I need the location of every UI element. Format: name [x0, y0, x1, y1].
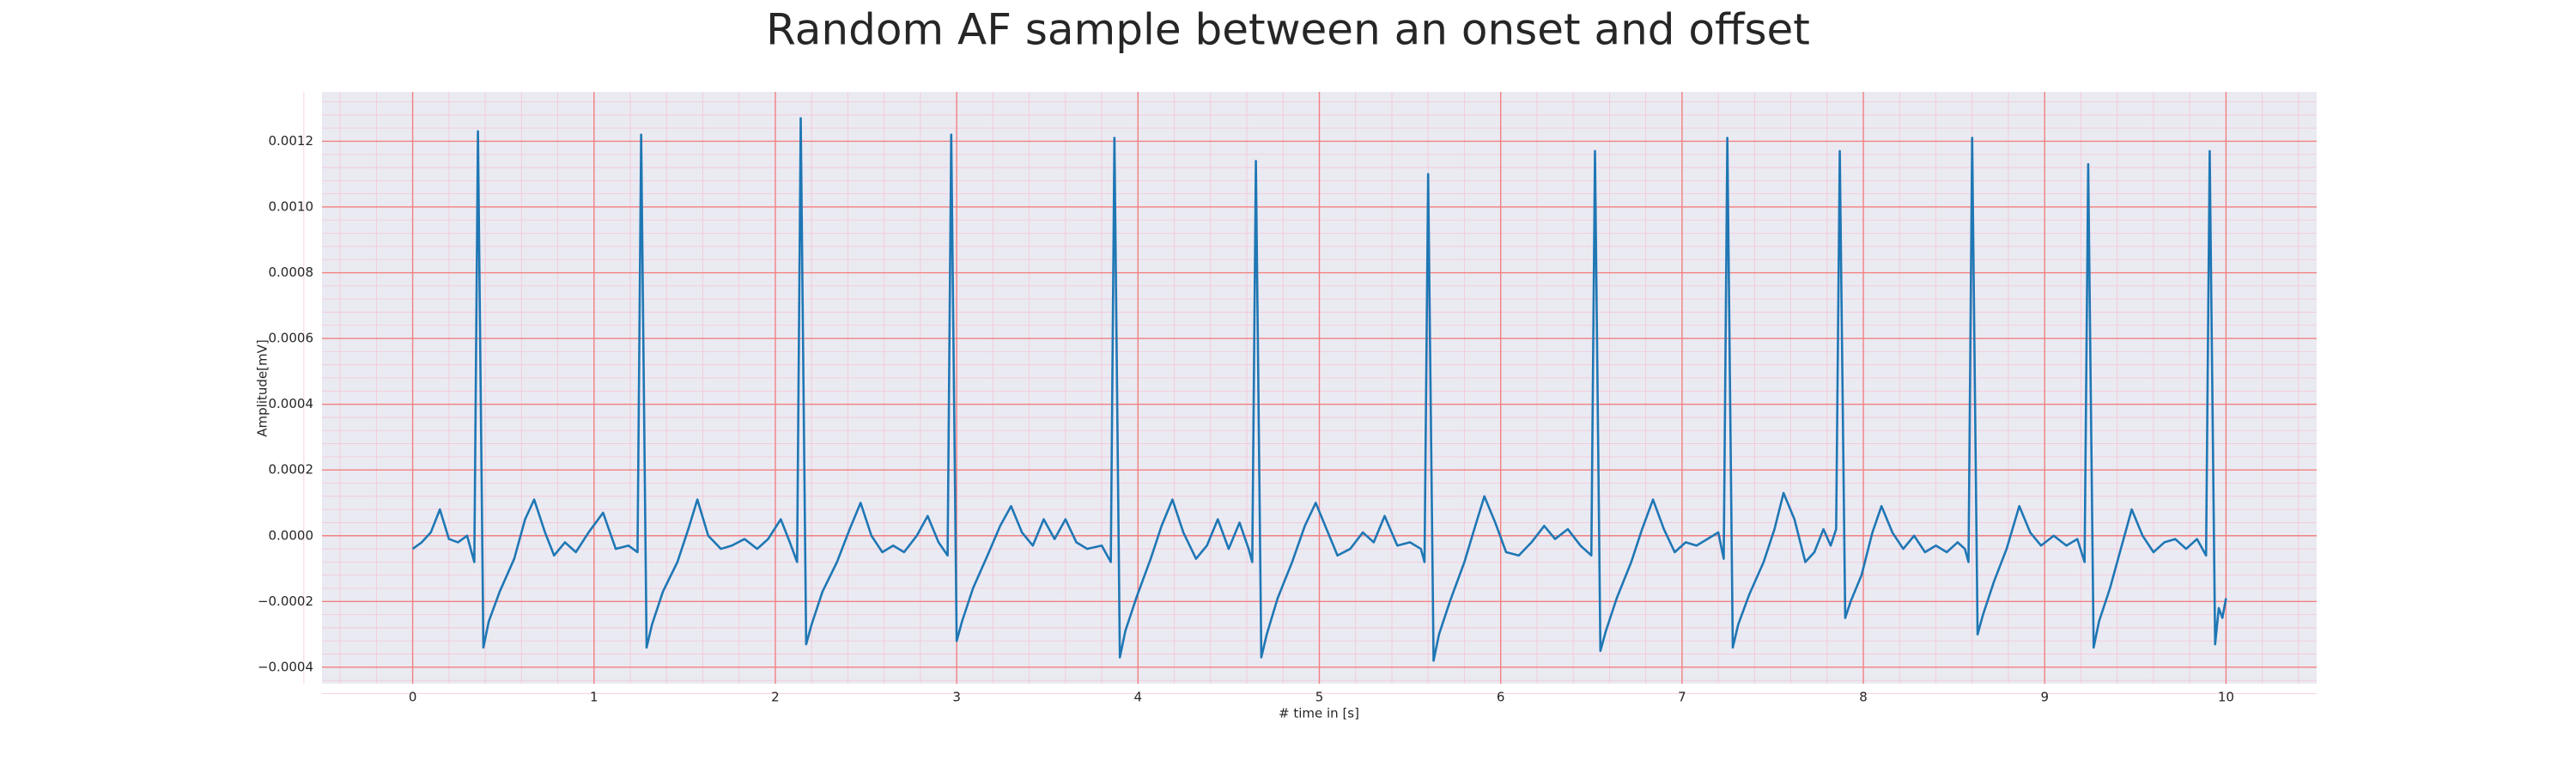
- x-tick-label: 0: [409, 690, 417, 705]
- x-tick-label: 3: [952, 690, 961, 705]
- y-tick-label: 0.0004: [269, 396, 314, 411]
- y-tick-label: −0.0002: [258, 593, 313, 609]
- y-tick-label: 0.0000: [269, 527, 314, 543]
- y-tick-label: 0.0010: [269, 198, 314, 214]
- y-tick-label: −0.0004: [258, 659, 313, 674]
- x-tick-label: 10: [2218, 690, 2234, 705]
- y-axis-label: Amplitude[mV]: [255, 339, 270, 436]
- y-tick-label: 0.0002: [269, 462, 314, 478]
- x-tick-label: 5: [1315, 690, 1324, 705]
- x-tick-label: 1: [590, 690, 598, 705]
- chart-title: Random AF sample between an onset and of…: [766, 5, 1810, 55]
- x-axis-label: # time in [s]: [1279, 706, 1359, 721]
- x-tick-label: 8: [1859, 690, 1868, 705]
- ecg-line: [411, 117, 2227, 662]
- y-tick-label: 0.0006: [269, 331, 314, 346]
- y-tick-label: 0.0012: [269, 133, 314, 149]
- y-tick-label: 0.0008: [269, 265, 314, 280]
- x-tick-label: 9: [2040, 690, 2049, 705]
- x-tick-label: 6: [1497, 690, 1505, 705]
- x-tick-label: 4: [1134, 690, 1143, 705]
- x-tick-label: 7: [1678, 690, 1686, 705]
- x-tick-label: 2: [771, 690, 780, 705]
